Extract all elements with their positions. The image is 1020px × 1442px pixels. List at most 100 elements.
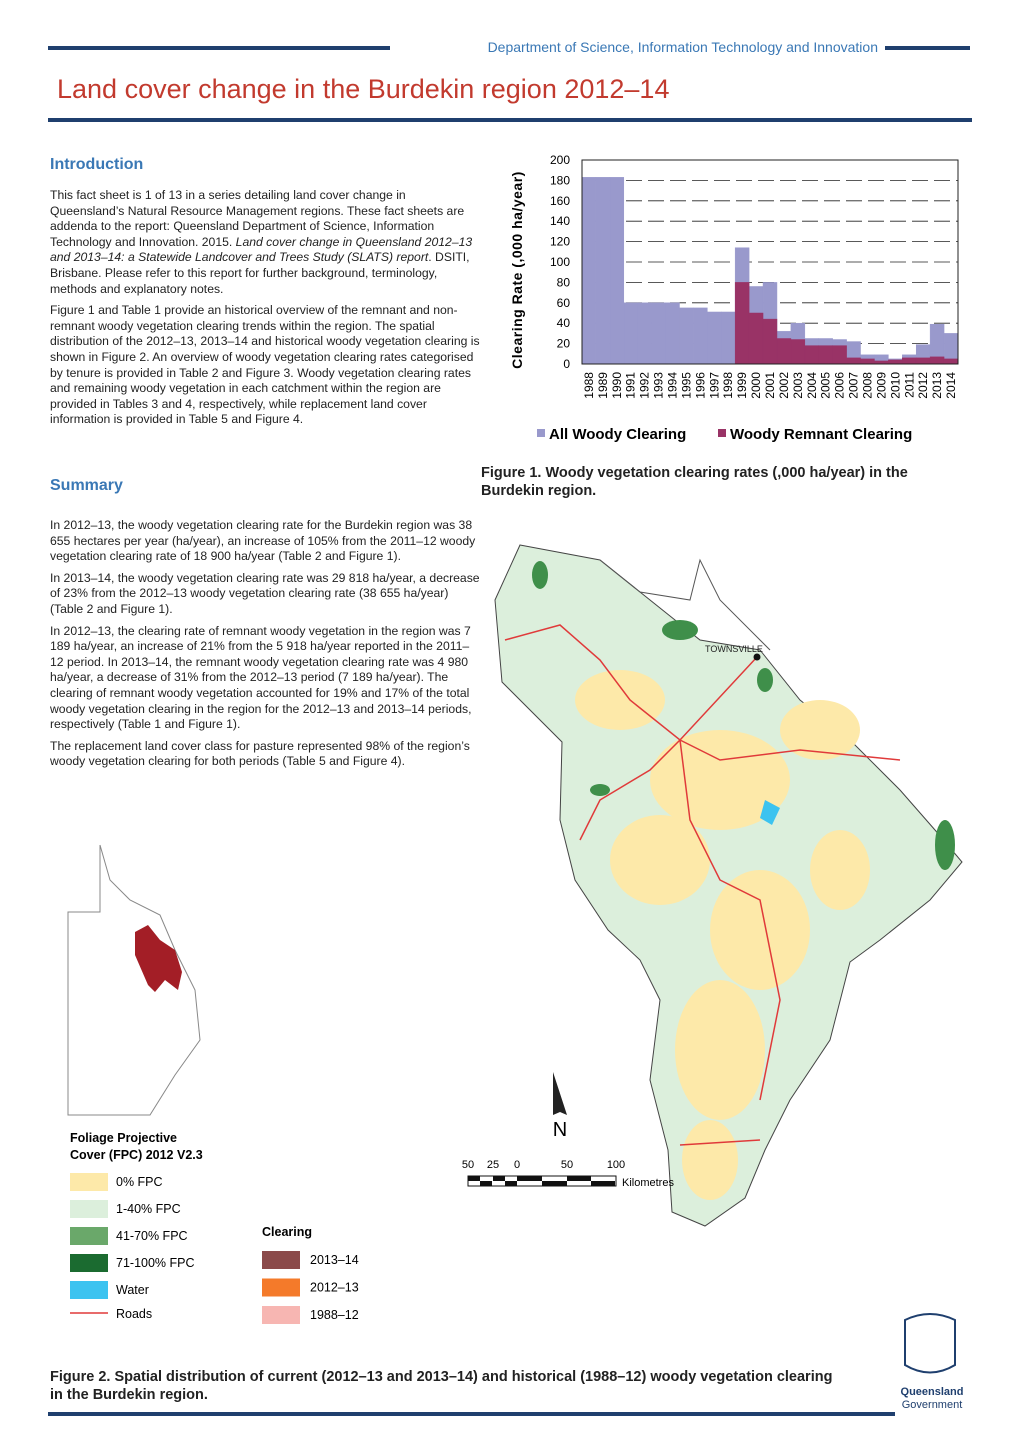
bar [651, 302, 666, 365]
x-tick-label: 1998 [721, 372, 735, 399]
scale-segment [505, 1181, 517, 1186]
scale-segment [591, 1181, 615, 1186]
paragraph: In 2013–14, the woody vegetation clearin… [50, 570, 480, 616]
bar [748, 312, 764, 365]
bar [943, 358, 959, 365]
x-tick-label: 2013 [930, 372, 944, 399]
x-tick-label: 1999 [735, 372, 749, 399]
y-tick-label: 80 [557, 275, 571, 289]
x-tick-label: 1997 [707, 372, 721, 399]
bar [888, 359, 903, 365]
bar [679, 307, 694, 365]
bar [707, 311, 722, 365]
legend-label: Water [116, 1283, 149, 1297]
logo-line1: Queensland [901, 1386, 964, 1398]
scale-label: 50 [561, 1159, 573, 1171]
department: Department of Science, Information Techn… [488, 39, 878, 55]
section-heading: Introduction [50, 156, 144, 173]
x-tick-label: 1994 [666, 372, 680, 399]
bar [721, 311, 736, 365]
x-tick-label: 1989 [596, 372, 610, 399]
legend-label: 41-70% FPC [116, 1229, 188, 1243]
x-tick-label: 2009 [874, 372, 888, 399]
y-tick-label: 40 [557, 316, 571, 330]
bar [623, 302, 638, 365]
scale-label: 25 [487, 1159, 499, 1171]
y-tick-label: 160 [550, 194, 570, 208]
bar [915, 357, 931, 365]
paragraph: Figure 1 and Table 1 provide an historic… [50, 303, 480, 427]
x-tick-label: 2014 [944, 372, 958, 399]
north-arrow [553, 1072, 567, 1115]
legend-label: 2013–14 [310, 1253, 359, 1267]
bar [929, 356, 945, 365]
townsville-point [753, 653, 761, 661]
paragraph: This fact sheet is 1 of 13 in a series d… [50, 188, 482, 297]
bar [818, 345, 833, 365]
map: TOWNSVILLE N [67, 544, 963, 1227]
legend-swatch [262, 1306, 300, 1324]
legend-label: All Woody Clearing [549, 426, 686, 443]
bar [804, 345, 819, 365]
x-tick-label: 2002 [777, 372, 791, 399]
y-tick-label: 0 [563, 357, 570, 371]
y-tick-label: 20 [557, 337, 571, 351]
x-tick-label: 1988 [582, 372, 596, 399]
bar [776, 338, 792, 365]
fpc-zero [575, 670, 870, 1200]
water [760, 800, 780, 825]
legend-swatch [70, 1227, 108, 1245]
scale-segment [542, 1181, 567, 1186]
x-tick-label: 2005 [819, 372, 833, 399]
roads [504, 624, 901, 1146]
x-tick-label: 1990 [610, 372, 624, 399]
bar [665, 302, 680, 365]
plot-frame [581, 159, 959, 365]
figure-caption: Figure 2. Spatial distribution of curren… [50, 1369, 833, 1403]
legend-title: Foliage Projective Cover (FPC) 2012 V2.3 [70, 1131, 203, 1162]
x-tick-label: 2012 [916, 372, 930, 399]
summary-text: In 2012–13, the woody vegetation clearin… [50, 518, 482, 776]
bar [846, 357, 861, 365]
legend-swatch [70, 1254, 108, 1272]
paragraph: In 2012–13, the woody vegetation clearin… [50, 518, 476, 564]
legend-swatch [70, 1281, 108, 1299]
page-title: Land cover change in the Burdekin region… [57, 74, 669, 104]
bar [832, 345, 847, 365]
bar [860, 358, 875, 365]
legend-label: Roads [116, 1307, 152, 1321]
legend-swatch [70, 1200, 108, 1218]
legend-title-line: Foliage Projective [70, 1131, 180, 1145]
bar [734, 282, 750, 365]
scale-label: 100 [607, 1159, 625, 1171]
y-axis-label: Clearing Rate (,000 ha/year) [509, 171, 525, 369]
inset [67, 844, 201, 1116]
figure-caption: Figure 1. Woody vegetation clearing rate… [481, 465, 908, 499]
x-tick-label: 2001 [763, 372, 777, 399]
x-tick-label: 1992 [638, 372, 652, 399]
y-tick-label: 200 [550, 153, 570, 167]
paragraph: In 2012–13, the clearing rate of remnant… [50, 623, 472, 732]
legend-swatch [262, 1278, 300, 1297]
north-label: N [553, 1119, 567, 1141]
inset-region [135, 925, 182, 992]
y-tick-label: 180 [550, 173, 570, 187]
text: . DSITI, Brisbane. Please refer to this … [50, 250, 470, 296]
x-tick-label: 2008 [860, 372, 874, 399]
bar [902, 357, 917, 365]
place-label: TOWNSVILLE [705, 644, 763, 654]
x-tick-label: 1995 [679, 372, 693, 399]
legend-swatch [262, 1251, 300, 1269]
x-tick-label: 1993 [652, 372, 666, 399]
boundary [599, 558, 771, 651]
x-tick-label: 2000 [749, 372, 763, 399]
legend-label: 1988–12 [310, 1308, 359, 1322]
y-tick-label: 140 [550, 214, 570, 228]
scale-label: 50 [462, 1159, 474, 1171]
citation: Land cover change in Queensland 2012–13 … [50, 234, 473, 265]
legend-swatch [537, 429, 545, 437]
bar [609, 177, 625, 365]
